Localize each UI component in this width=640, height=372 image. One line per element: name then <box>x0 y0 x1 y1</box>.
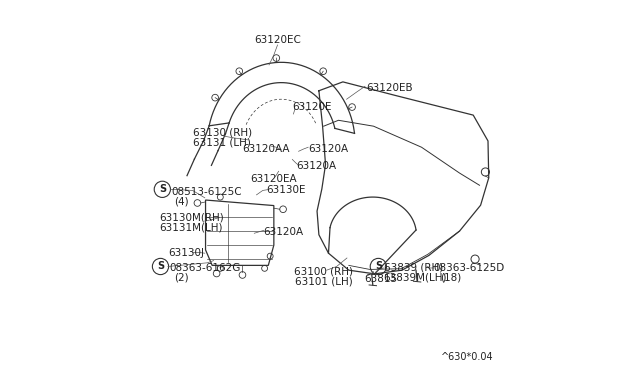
Text: 63130J: 63130J <box>168 248 205 258</box>
Text: (4): (4) <box>174 196 189 206</box>
Text: 63120EA: 63120EA <box>250 174 297 185</box>
Text: 08513-6125C: 08513-6125C <box>172 186 242 196</box>
Text: 63120A: 63120A <box>296 161 336 171</box>
Text: 63120A: 63120A <box>263 227 303 237</box>
Text: ^630*0.04: ^630*0.04 <box>441 352 493 362</box>
Text: 63120EB: 63120EB <box>366 83 413 93</box>
Text: 63101 (LH): 63101 (LH) <box>295 276 353 286</box>
Text: 63100 (RH): 63100 (RH) <box>294 267 353 277</box>
Text: S: S <box>157 262 164 272</box>
Text: 63120E: 63120E <box>292 102 332 112</box>
Text: 63130M(RH): 63130M(RH) <box>159 212 224 222</box>
Text: 63131 (LH): 63131 (LH) <box>193 137 250 147</box>
Text: S: S <box>375 262 382 272</box>
Text: 63120A: 63120A <box>308 144 348 154</box>
Text: 63130 (RH): 63130 (RH) <box>193 128 252 138</box>
Text: 63131M(LH): 63131M(LH) <box>159 222 223 232</box>
Text: 63839M(LH): 63839M(LH) <box>383 273 447 283</box>
Text: 63839 (RH): 63839 (RH) <box>383 263 443 273</box>
Text: 63815: 63815 <box>364 274 397 284</box>
Text: 08363-6162G: 08363-6162G <box>170 263 241 273</box>
Text: 63130E: 63130E <box>266 185 306 195</box>
Text: (18): (18) <box>440 273 461 283</box>
Text: (2): (2) <box>174 273 189 283</box>
Text: 63120AA: 63120AA <box>243 144 290 154</box>
Text: S: S <box>159 184 166 194</box>
Text: 08363-6125D: 08363-6125D <box>434 263 505 273</box>
Text: 63120EC: 63120EC <box>254 35 301 45</box>
